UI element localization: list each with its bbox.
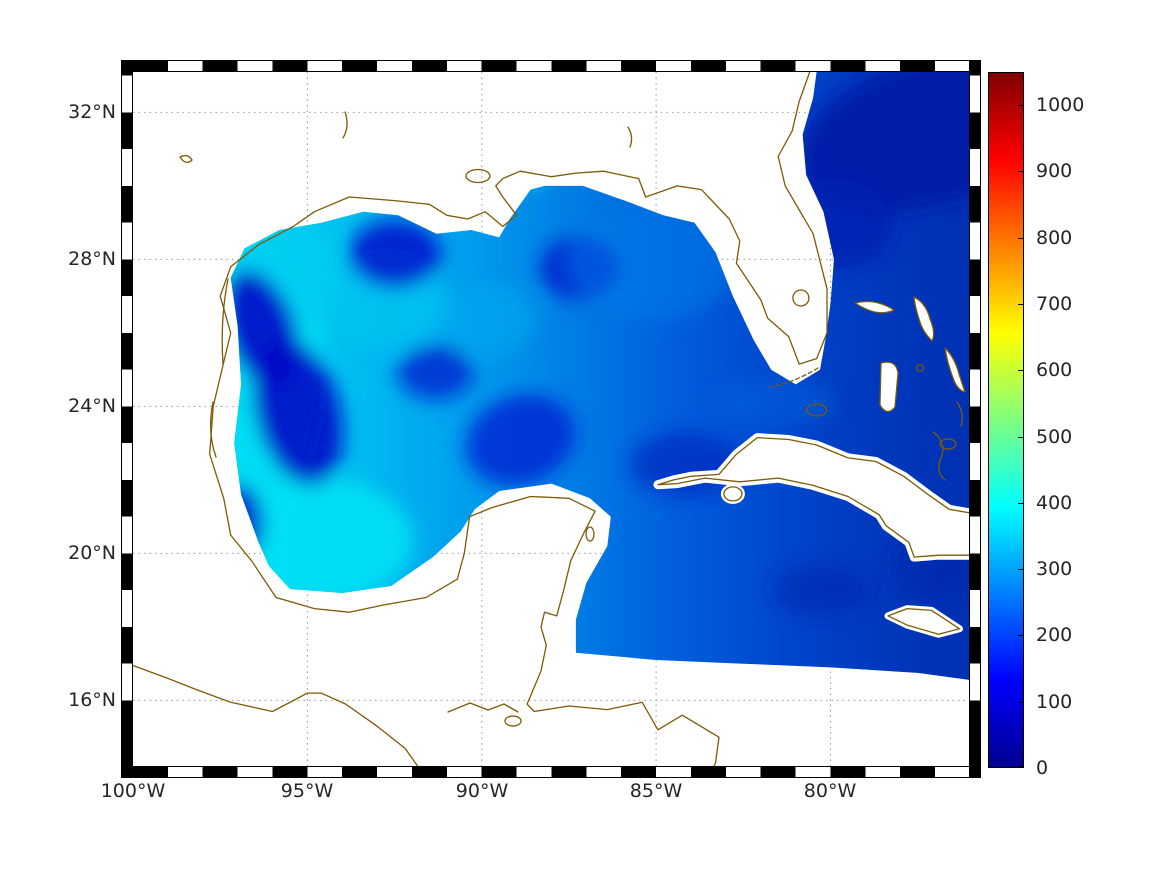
x-tick-label-95w: 95°W [280,780,334,802]
map-canvas [132,71,975,769]
colorbar-label-100: 100 [1036,691,1073,713]
x-tick-label-100w: 100°W [100,780,166,802]
cay-sal-bank [805,403,828,417]
pacific-coastline [132,664,420,769]
coastlines [132,71,971,769]
colorbar-tick-mark [1018,437,1023,438]
x-tick-label-80w: 80°W [803,780,857,802]
cuba-coastline [657,436,971,558]
inland-rivers [179,111,633,713]
colorbar-label-500: 500 [1036,426,1073,448]
map-frame-right [969,72,981,768]
colorbar-tick-mark [1018,702,1023,703]
colorbar-label-800: 800 [1036,227,1073,249]
lake-okeechobee [792,289,810,307]
mainland-coastline [209,71,828,769]
lake-izabal [504,715,522,727]
map-frame-left [121,72,133,768]
frame-corner-bottom-left [121,766,133,778]
colorbar-tick-mark [1018,370,1023,371]
colorbar-tick-mark [1018,171,1023,172]
map-frame-top [133,60,970,72]
colorbar-tick-mark [1018,635,1023,636]
colorbar [988,72,1024,768]
colorbar-tick-mark [1018,503,1023,504]
colorbar-label-300: 300 [1036,558,1073,580]
colorbar-label-200: 200 [1036,624,1073,646]
colorbar-tick-mark [1018,766,1023,767]
lake-pontchartrain [465,168,491,184]
x-tick-label-85w: 85°W [629,780,683,802]
data-field [230,72,970,680]
colorbar-tick-mark [1018,238,1023,239]
colorbar-label-600: 600 [1036,359,1073,381]
cozumel-island [585,526,595,542]
y-tick-label-16n: 16°N [68,689,116,711]
colorbar-tick-mark [1018,304,1023,305]
laguna-madre [209,278,229,458]
florida-keys [769,367,819,388]
frame-corner-top-left [121,60,133,72]
jamaica-coastline [887,607,961,635]
map-plot-area [132,71,975,769]
bahamas-outlines [805,296,966,481]
map-frame-bottom [133,766,970,778]
colorbar-label-0: 0 [1036,757,1049,779]
frame-corner-top-right [969,60,981,72]
y-tick-label-20n: 20°N [68,542,116,564]
colorbar-label-900: 900 [1036,160,1073,182]
colorbar-tick-mark [1018,105,1023,106]
y-tick-label-28n: 28°N [68,248,116,270]
y-tick-label-32n: 32°N [68,101,116,123]
colorbar-label-700: 700 [1036,293,1073,315]
frame-corner-bottom-right [969,766,981,778]
colorbar-label-1000: 1000 [1036,94,1085,116]
y-tick-label-24n: 24°N [68,395,116,417]
colorbar-label-400: 400 [1036,492,1073,514]
colorbar-tick-mark [1018,569,1023,570]
x-tick-label-90w: 90°W [455,780,509,802]
isla-juventud-coastline [723,486,743,502]
